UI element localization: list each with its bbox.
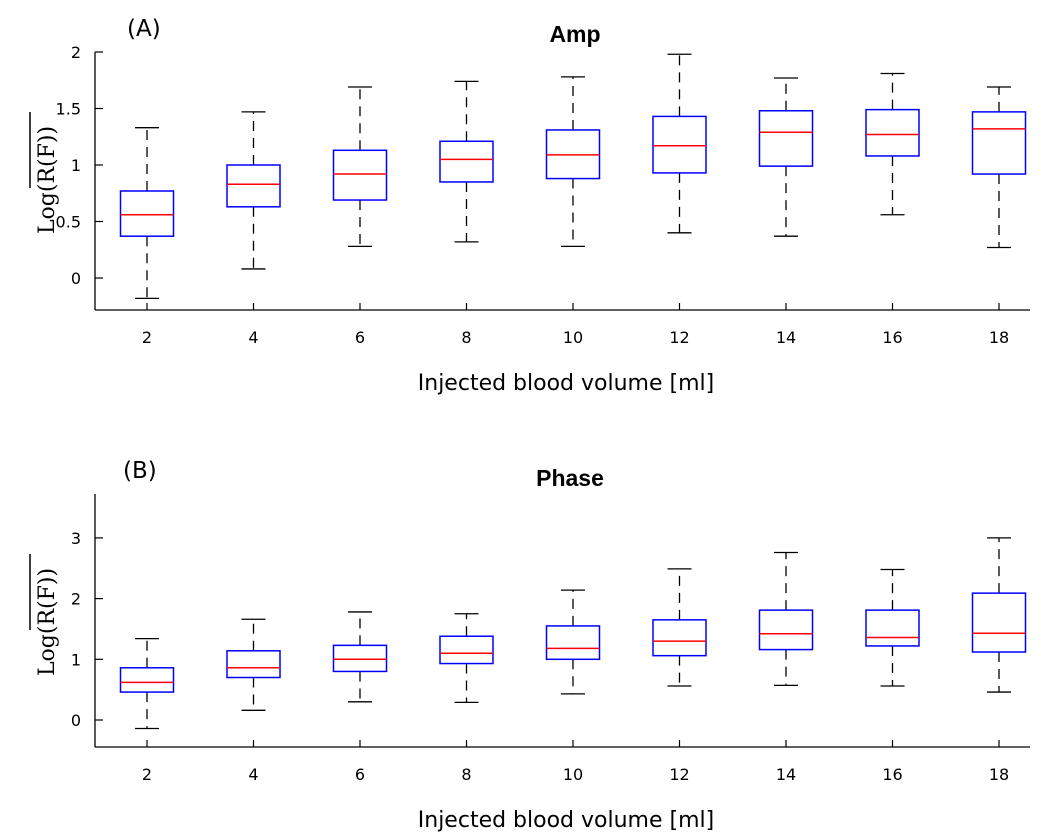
panel-a-xtick-label: 16: [882, 328, 902, 347]
panel-b-ytick-label: 3: [71, 529, 81, 548]
panel-a-title: Amp: [549, 21, 600, 47]
panel-a-box: [971, 111, 1027, 175]
panel-b-xtick-label: 18: [989, 765, 1009, 784]
panel-a-box: [332, 149, 388, 201]
panel-b-xtick-label: 10: [563, 765, 583, 784]
panel-a-ytick-label: 2: [71, 43, 81, 62]
panel-b-box: [865, 609, 920, 647]
panel-a: (A) Amp Injected blood volume [ml] Log(R…: [29, 16, 1030, 396]
panel-b-box: [652, 619, 707, 657]
panel-b-box: [226, 650, 281, 679]
panel-b-title: Phase: [536, 465, 604, 491]
panel-a-plot: 0 0.5 1 1.5 2 2 4 6 8 10 12 14 16 18: [56, 43, 1030, 347]
panel-b: (B) Phase Injected blood volume [ml] Log…: [29, 458, 1030, 833]
panel-a-xtick-label: 12: [669, 328, 689, 347]
panel-a-ytick-label: 1.5: [56, 100, 81, 119]
panel-a-box: [865, 108, 920, 157]
panel-a-box: [226, 164, 281, 208]
panel-a-label: (A): [127, 16, 161, 42]
panel-a-xtick-label: 18: [989, 328, 1009, 347]
panel-a-ytick-label: 1: [71, 156, 81, 175]
panel-a-xtick-label: 4: [248, 328, 258, 347]
panel-b-xtick-label: 14: [776, 765, 796, 784]
panel-b-box: [758, 609, 814, 651]
panel-b-ylabel-group: Log(R(F)): [29, 554, 60, 676]
panel-b-xtick-label: 6: [355, 765, 365, 784]
panel-b-xtick-label: 4: [248, 765, 258, 784]
panel-b-box: [332, 644, 388, 673]
panel-a-xtick-label: 6: [355, 328, 365, 347]
panel-a-xtick-label: 8: [461, 328, 471, 347]
panel-a-box: [439, 140, 494, 183]
panel-b-xtick-label: 2: [142, 765, 152, 784]
panel-b-ytick-label: 1: [71, 650, 81, 669]
panel-a-xtick-label: 10: [563, 328, 583, 347]
panel-a-box: [119, 190, 175, 237]
panel-b-ytick-label: 0: [71, 711, 81, 730]
panel-a-ytick-label: 0: [71, 269, 81, 288]
panel-b-label: (B): [123, 458, 157, 484]
panel-a-ylabel: Log(R(F)): [35, 126, 60, 234]
panel-a-box: [652, 115, 707, 174]
panel-b-xtick-label: 16: [882, 765, 902, 784]
panel-b-box: [439, 635, 494, 665]
panel-a-box: [758, 110, 814, 167]
panel-b-ytick-label: 2: [71, 590, 81, 609]
panel-b-xlabel: Injected blood volume [ml]: [418, 808, 714, 833]
panel-b-xtick-label: 12: [669, 765, 689, 784]
panel-a-xtick-label: 14: [776, 328, 796, 347]
panel-b-xtick-label: 8: [461, 765, 471, 784]
panel-b-ylabel: Log(R(F)): [35, 568, 60, 676]
panel-a-xlabel: Injected blood volume [ml]: [418, 371, 714, 396]
panel-a-ytick-label: 0.5: [56, 213, 81, 232]
panel-b-box: [971, 592, 1027, 653]
panel-a-ylabel-group: Log(R(F)): [29, 112, 60, 234]
panel-b-box: [119, 667, 175, 693]
panel-a-xtick-label: 2: [142, 328, 152, 347]
panel-b-box: [545, 625, 601, 661]
